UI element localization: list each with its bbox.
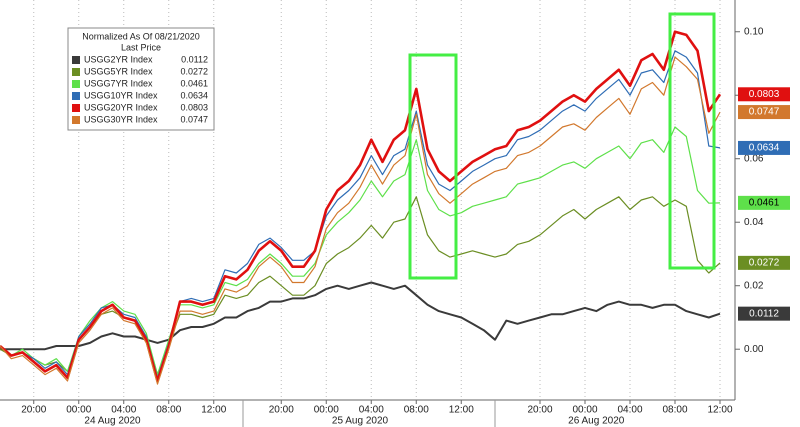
highlight-box <box>668 12 716 270</box>
legend-value: 0.0112 <box>181 54 208 64</box>
axis-labels: 0.000.020.040.060.080.1020:0000:0004:000… <box>21 26 764 426</box>
x-tick-label: 20:00 <box>21 405 46 416</box>
series-line <box>0 56 721 385</box>
x-tick-label: 04:00 <box>359 405 384 416</box>
date-label: 26 Aug 2020 <box>568 416 625 427</box>
x-tick-label: 12:00 <box>201 405 226 416</box>
x-tick-label: 08:00 <box>156 405 181 416</box>
legend-value: 0.0272 <box>180 66 208 76</box>
x-tick-label: 12:00 <box>707 405 732 416</box>
legend-box <box>67 27 215 131</box>
last-price-tags: 0.0112 0.0272 0.0461 0.0634 0.0803 0.0747 <box>738 87 790 321</box>
x-tick-label: 00:00 <box>314 405 339 416</box>
last-price-label: 0.0112 <box>749 308 779 319</box>
legend-value: 0.0747 <box>180 114 208 124</box>
x-tick-label: 08:00 <box>662 405 687 416</box>
last-price-tag <box>738 87 790 102</box>
legend-swatch <box>72 92 80 100</box>
last-price-label: 0.0461 <box>749 197 780 208</box>
legend: Normalized As Of 08/21/2020 Last Price U… <box>67 27 215 131</box>
date-label: 25 Aug 2020 <box>332 416 389 427</box>
legend-label: USGG30YR Index <box>84 114 158 124</box>
legend-label: USGG7YR Index <box>84 78 153 88</box>
x-tick-label: 04:00 <box>617 405 642 416</box>
legend-label: USGG5YR Index <box>84 66 153 76</box>
legend-value: 0.0461 <box>180 78 208 88</box>
series-line <box>0 50 721 379</box>
x-tick-label: 20:00 <box>527 405 552 416</box>
y-tick-label: 0.04 <box>744 217 764 228</box>
last-price-tag <box>738 255 790 270</box>
x-tick-label: 04:00 <box>111 405 136 416</box>
y-tick-label: 0.02 <box>744 280 764 291</box>
y-tick-label: 0.06 <box>744 153 764 164</box>
series-line <box>0 30 722 383</box>
legend-swatch <box>72 116 80 124</box>
x-tick-label: 08:00 <box>404 405 429 416</box>
y-tick-label: 0.10 <box>744 26 764 37</box>
legend-label: USGG20YR Index <box>84 102 158 112</box>
x-tick-label: 00:00 <box>572 405 597 416</box>
legend-swatch <box>72 68 80 76</box>
last-price-label: 0.0634 <box>749 143 780 154</box>
legend-swatch <box>72 56 80 64</box>
y-tick-label: 0.00 <box>744 344 764 355</box>
legend-value: 0.0634 <box>180 90 208 100</box>
last-price-label: 0.0272 <box>749 257 780 268</box>
legend-label: USGG10YR Index <box>84 90 158 100</box>
series-line <box>0 126 721 376</box>
legend-label: USGG2YR Index <box>84 54 153 64</box>
x-tick-label: 12:00 <box>449 405 474 416</box>
series-line <box>0 196 721 376</box>
last-price-label: 0.0803 <box>749 89 780 100</box>
legend-swatch <box>72 80 80 88</box>
grid <box>33 0 721 400</box>
series-line <box>0 281 721 351</box>
date-label: 24 Aug 2020 <box>84 416 141 427</box>
legend-rows: USGG2YR Index 0.0112 USGG5YR Index 0.0272 US… <box>72 54 208 124</box>
last-price-label: 0.0747 <box>749 107 780 118</box>
legend-swatch <box>72 104 80 112</box>
last-price-tag <box>738 306 790 321</box>
legend-title: Normalized As Of 08/21/2020 <box>82 31 200 41</box>
legend-value: 0.0803 <box>180 102 208 112</box>
highlight-box <box>408 53 458 280</box>
x-tick-label: 20:00 <box>269 405 294 416</box>
legend-header: Last Price <box>121 42 161 52</box>
lines <box>0 30 722 385</box>
last-price-tag <box>738 195 790 210</box>
last-price-tag <box>738 105 790 120</box>
x-tick-label: 00:00 <box>66 405 91 416</box>
last-price-tag <box>738 140 790 155</box>
